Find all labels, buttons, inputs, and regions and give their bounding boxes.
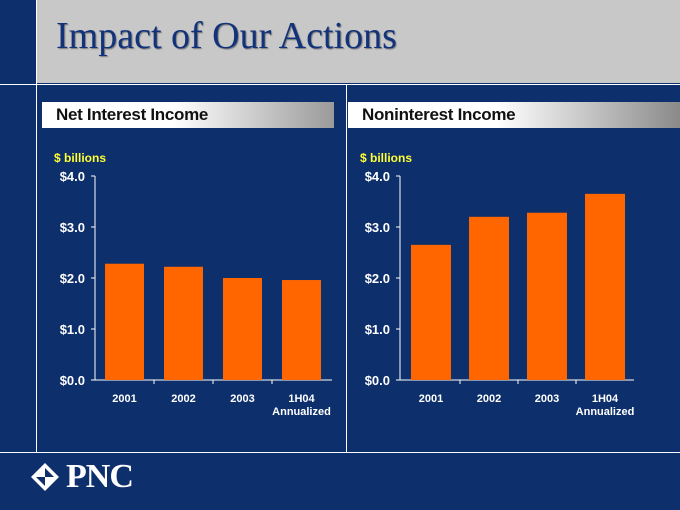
title-band — [37, 0, 680, 83]
y-tick-label: $2.0 — [60, 271, 85, 286]
pnc-logo: PNC — [30, 458, 134, 495]
y-tick-label: $1.0 — [60, 322, 85, 337]
x-tick-label: 2002 — [171, 393, 195, 405]
bar — [585, 193, 625, 380]
y-tick-label: $4.0 — [60, 169, 85, 184]
x-tick-label: 2001 — [419, 393, 443, 405]
y-tick-label: $3.0 — [365, 220, 390, 235]
bar — [411, 244, 451, 380]
y-tick-label: $3.0 — [60, 220, 85, 235]
y-tick-label: $2.0 — [365, 271, 390, 286]
panel-header-left: Net Interest Income — [42, 102, 334, 128]
logo-text: PNC — [66, 458, 134, 495]
bar — [469, 216, 509, 380]
x-tick-label: 2003 — [230, 393, 254, 405]
bar — [105, 263, 144, 380]
unit-label: $ billions — [54, 151, 106, 165]
x-tick-label: 1H04 — [592, 393, 619, 405]
bar — [527, 212, 567, 380]
y-tick-label: $1.0 — [365, 322, 390, 337]
frame-bottom-line — [0, 452, 680, 453]
y-tick-label: $4.0 — [365, 169, 390, 184]
pnc-mark-icon — [31, 463, 59, 491]
slide-title: Impact of Our Actions — [56, 15, 397, 57]
frame-top-line — [0, 84, 680, 85]
x-tick-label: 1H04 — [288, 393, 315, 405]
x-tick-label: 2003 — [535, 393, 559, 405]
bar — [223, 278, 262, 380]
x-tick-sublabel: Annualized — [576, 406, 635, 418]
bar — [164, 266, 203, 380]
x-tick-sublabel: Annualized — [272, 406, 331, 418]
frame-left-line — [36, 0, 37, 452]
x-tick-label: 2002 — [477, 393, 501, 405]
y-tick-label: $0.0 — [365, 373, 390, 388]
frame-center-line — [346, 84, 347, 452]
y-tick-label: $0.0 — [60, 373, 85, 388]
bar — [282, 280, 321, 380]
panel-header-right: Noninterest Income — [348, 102, 680, 128]
x-tick-label: 2001 — [112, 393, 136, 405]
unit-label: $ billions — [360, 151, 412, 165]
